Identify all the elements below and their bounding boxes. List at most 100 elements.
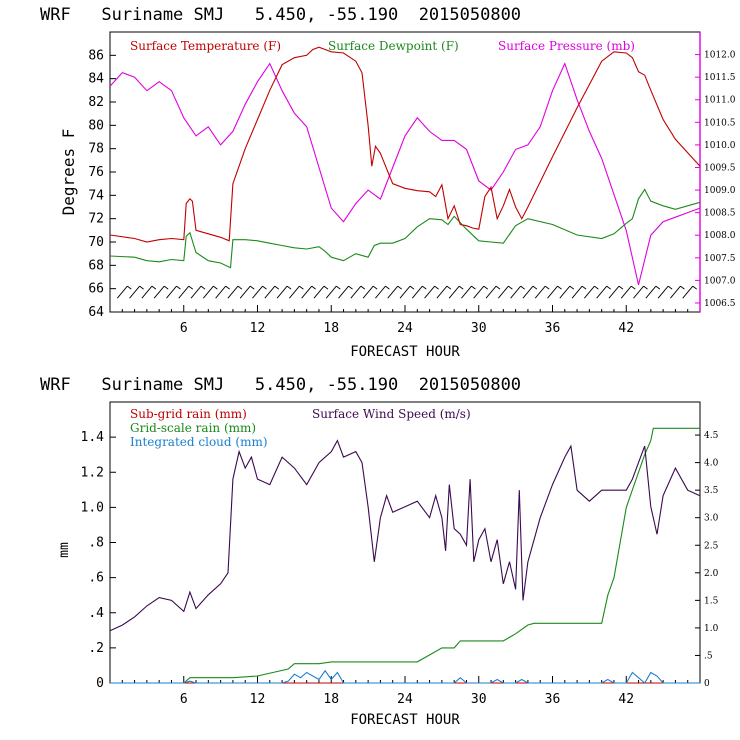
wind-barb-flag [630,285,636,290]
wind-barb [141,285,153,299]
wind-barb-flag [200,285,206,290]
precipitation-x-axis-label: FORECAST HOUR [350,712,460,728]
wind-barb [153,285,165,299]
y2-tick-label: 4.0 [704,459,719,469]
wind-barb-flag [127,285,132,290]
wind-barb [116,285,128,299]
y2-tick-label: 3.0 [704,514,719,524]
x-tick-label: 30 [471,321,487,336]
temperature-x-axis-label: FORECAST HOUR [350,344,460,360]
wind-barb-flag [299,285,304,290]
wind-barb [436,285,448,299]
wind-barb-flag [471,285,476,290]
x-tick-label: 6 [180,692,188,707]
wind-barb [252,285,263,299]
wind-barb-flag [311,285,316,290]
wind-barb [633,285,644,299]
legend-grid-scale-rain: Grid-scale rain (mm) [130,421,256,435]
wind-barb-flag [360,285,366,290]
wind-barb [411,285,423,299]
legend-surface-wind-speed: Surface Wind Speed (m/s) [312,407,471,421]
wind-barb-flag [680,285,685,290]
grid-scale-rain-series-line [110,427,700,684]
wind-barb [497,285,509,299]
temperature-y-axis-label: Degrees F [59,129,78,216]
y2-tick-label: 1008.0 [704,231,736,241]
wind-barb [670,285,681,299]
y2-tick-label: 2.0 [704,569,719,579]
wind-barb-flag [409,285,415,290]
y-tick-label: 78 [88,142,104,157]
y-tick-label: 76 [88,165,104,180]
wind-barb [510,285,521,299]
wind-speed-y-ticks: 0 .5 1.0 1.5 2.0 2.5 3.0 3.5 4.0 4.5 [695,431,719,689]
wind-barb [571,285,583,299]
wind-barb-flag [323,285,329,290]
wind-barb-flag [606,285,611,290]
y-tick-label: .6 [88,571,104,586]
wind-barb-flag [385,285,390,290]
wind-barb-flag [274,285,280,290]
wind-barb-flag [569,285,575,290]
wind-barb [522,285,534,299]
pressure-y-ticks: 1006.5 1007.0 1007.5 1008.0 1008.5 1009.0 1009… [695,51,736,309]
y2-tick-label: 1010.0 [704,141,736,151]
wind-barb-flag [483,285,489,290]
y2-tick-label: 1008.5 [704,209,736,219]
y2-tick-label: 2.5 [704,541,719,551]
y2-tick-label: .5 [704,651,713,661]
wind-barb-flag [458,285,464,290]
wind-barb-flag [176,285,181,290]
wind-barb [350,285,362,299]
wind-barb [202,285,214,299]
wind-barb [289,285,300,299]
y2-tick-label: 1007.5 [704,254,736,264]
y-tick-label: .2 [88,641,104,656]
wind-barb [559,285,571,299]
y2-tick-label: 3.5 [704,486,719,496]
y-tick-label: 84 [88,72,104,87]
temperature-plot-frame [109,31,701,313]
y2-tick-label: 1009.5 [704,163,736,173]
legend-surface-pressure: Surface Pressure (mb) [498,39,635,53]
wind-barb-flag [544,285,550,290]
y2-tick-label: 4.5 [704,431,719,441]
wind-barb [620,285,632,299]
y-tick-label: 0 [96,676,104,691]
wind-barb [239,285,251,299]
y-tick-label: .8 [88,536,104,551]
precipitation-x-ticks: 6 12 18 24 30 36 42 [121,676,689,707]
wind-barb-flag [643,285,648,290]
wind-barb [448,285,460,299]
wind-barb [129,285,140,299]
wind-barb-flag [557,285,562,290]
wind-barb-flag [446,285,452,290]
wind-barb [301,285,313,299]
wind-barb-flag [508,285,513,290]
y-tick-label: 82 [88,95,104,110]
wind-barb [178,285,190,299]
x-tick-label: 24 [397,321,413,336]
y2-tick-label: 1011.5 [704,73,736,83]
wind-barb-flag [262,285,267,290]
wind-barb-flag [213,285,218,290]
x-tick-label: 42 [618,692,634,707]
x-tick-label: 12 [250,692,266,707]
wind-barb [215,285,226,299]
y-tick-label: 68 [88,258,104,273]
wind-barb-flag [397,285,402,290]
wind-barb [190,285,202,299]
y2-tick-label: 1007.0 [704,276,736,286]
wind-barb [534,285,546,299]
y-tick-label: 74 [88,188,104,203]
wind-barb-flag [249,285,255,290]
wind-barb [362,285,374,299]
pressure-series-line [109,62,701,286]
precipitation-chart-title: WRF Suriname SMJ 5.450, -55.190 20150508… [40,375,521,395]
temperature-chart: WRF Suriname SMJ 5.450, -55.190 20150508… [40,5,736,360]
y2-tick-label: 1.0 [704,624,719,634]
integrated-cloud-series-line [110,669,700,684]
wind-barb [596,285,608,299]
x-tick-label: 36 [545,692,561,707]
legend-subgrid-rain: Sub-grid rain (mm) [130,407,247,421]
